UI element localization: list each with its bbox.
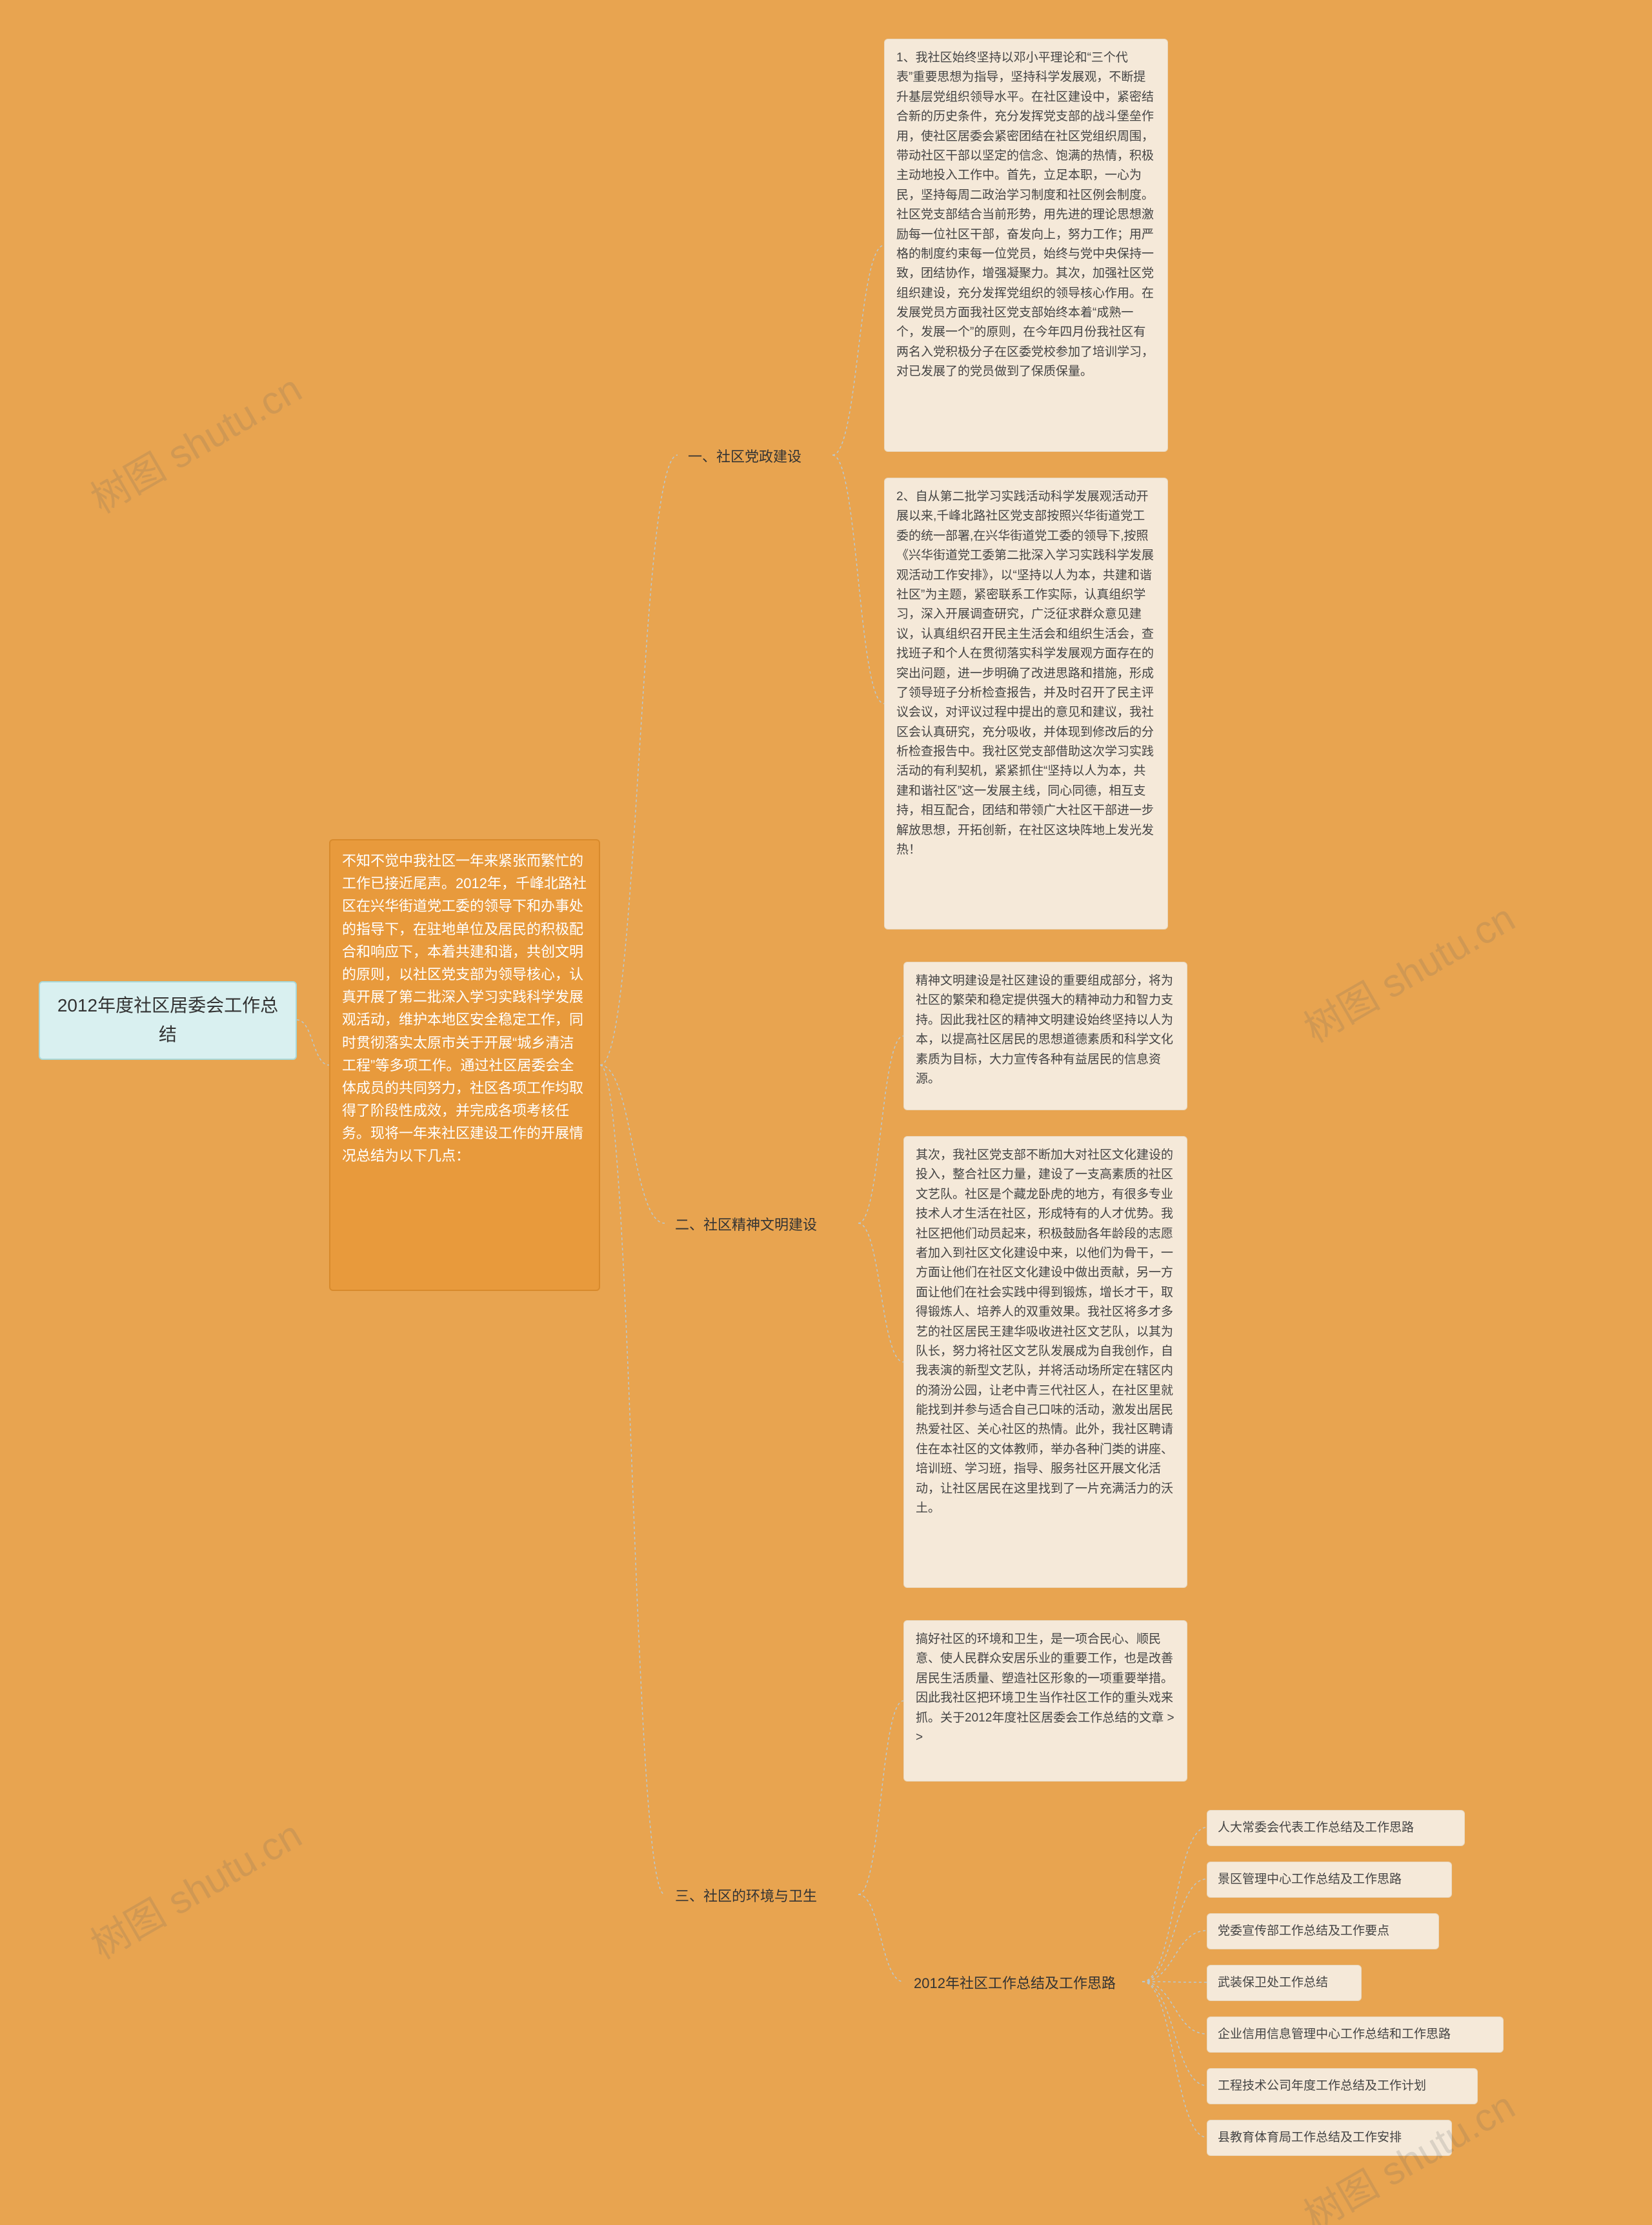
connector <box>600 1065 665 1895</box>
node-text: 搞好社区的环境和卫生，是一项合民心、顺民意、使人民群众安居乐业的重要工作，也是改… <box>916 1632 1174 1744</box>
node-leaf6: 工程技术公司年度工作总结及工作计划 <box>1207 2068 1478 2104</box>
node-root: 2012年度社区居委会工作总结 <box>39 981 297 1060</box>
connector <box>858 1701 903 1895</box>
node-text: 其次，我社区党支部不断加大对社区文化建设的投入，整合社区力量，建设了一支高素质的… <box>916 1148 1173 1515</box>
watermark: 树图 shutu.cn <box>79 1804 310 1970</box>
node-sec3_a: 搞好社区的环境和卫生，是一项合民心、顺民意、使人民群众安居乐业的重要工作，也是改… <box>903 1620 1187 1782</box>
connector <box>1142 1827 1207 1982</box>
connector <box>1142 1982 1207 2137</box>
connector <box>600 455 678 1065</box>
node-text: 2012年社区工作总结及工作思路 <box>914 1975 1116 1991</box>
node-text: 企业信用信息管理中心工作总结和工作思路 <box>1218 2027 1451 2041</box>
node-sec3_b: 2012年社区工作总结及工作思路 <box>903 1966 1142 2001</box>
node-sec1_a: 1、我社区始终坚持以邓小平理论和“三个代表”重要思想为指导，坚持科学发展观，不断… <box>884 39 1168 452</box>
connector <box>832 245 884 455</box>
node-text: 人大常委会代表工作总结及工作思路 <box>1218 1821 1414 1834</box>
node-text: 2012年度社区居委会工作总结 <box>57 995 278 1044</box>
node-text: 不知不觉中我社区一年来紧张而繁忙的工作已接近尾声。2012年，千峰北路社区在兴华… <box>342 853 587 1164</box>
connector <box>858 1895 903 1982</box>
node-sec2_a: 精神文明建设是社区建设的重要组成部分，将为社区的繁荣和稳定提供强大的精神动力和智… <box>903 962 1187 1110</box>
node-leaf3: 党委宣传部工作总结及工作要点 <box>1207 1913 1439 1949</box>
connector <box>297 1020 329 1065</box>
node-leaf5: 企业信用信息管理中心工作总结和工作思路 <box>1207 2017 1504 2053</box>
node-text: 景区管理中心工作总结及工作思路 <box>1218 1873 1402 1886</box>
node-text: 二、社区精神文明建设 <box>675 1217 817 1233</box>
connector <box>1142 1879 1207 1982</box>
connector <box>832 455 884 704</box>
node-sec2: 二、社区精神文明建设 <box>665 1207 858 1243</box>
node-text: 工程技术公司年度工作总结及工作计划 <box>1218 2079 1426 2093</box>
node-sec1_b: 2、自从第二批学习实践活动科学发展观活动开展以来,千峰北路社区党支部按照兴华街道… <box>884 478 1168 930</box>
connector <box>1142 1982 1207 2034</box>
node-sec3: 三、社区的环境与卫生 <box>665 1878 858 1914</box>
node-text: 党委宣传部工作总结及工作要点 <box>1218 1924 1389 1938</box>
mindmap-canvas: 2012年度社区居委会工作总结 不知不觉中我社区一年来紧张而繁忙的工作已接近尾声。… <box>0 0 1652 2225</box>
node-intro: 不知不觉中我社区一年来紧张而繁忙的工作已接近尾声。2012年，千峰北路社区在兴华… <box>329 839 600 1291</box>
node-text: 精神文明建设是社区建设的重要组成部分，将为社区的繁荣和稳定提供强大的精神动力和智… <box>916 974 1173 1086</box>
connector <box>1142 1931 1207 1982</box>
node-leaf1: 人大常委会代表工作总结及工作思路 <box>1207 1810 1465 1846</box>
node-text: 县教育体育局工作总结及工作安排 <box>1218 2131 1402 2144</box>
node-leaf7: 县教育体育局工作总结及工作安排 <box>1207 2120 1452 2156</box>
node-leaf4: 武装保卫处工作总结 <box>1207 1965 1362 2001</box>
node-text: 武装保卫处工作总结 <box>1218 1976 1328 1989</box>
node-sec2_b: 其次，我社区党支部不断加大对社区文化建设的投入，整合社区力量，建设了一支高素质的… <box>903 1136 1187 1588</box>
watermark: 树图 shutu.cn <box>79 358 310 524</box>
connector <box>1142 1982 1207 2086</box>
connector <box>600 1065 665 1223</box>
node-leaf2: 景区管理中心工作总结及工作思路 <box>1207 1862 1452 1898</box>
watermark: 树图 shutu.cn <box>1293 888 1524 1053</box>
node-sec1: 一、社区党政建设 <box>678 439 832 474</box>
node-text: 一、社区党政建设 <box>688 449 801 465</box>
connector <box>858 1036 903 1223</box>
node-text: 1、我社区始终坚持以邓小平理论和“三个代表”重要思想为指导，坚持科学发展观，不断… <box>896 51 1154 378</box>
node-text: 2、自从第二批学习实践活动科学发展观活动开展以来,千峰北路社区党支部按照兴华街道… <box>896 490 1154 857</box>
connector <box>858 1223 903 1362</box>
node-text: 三、社区的环境与卫生 <box>675 1888 817 1904</box>
